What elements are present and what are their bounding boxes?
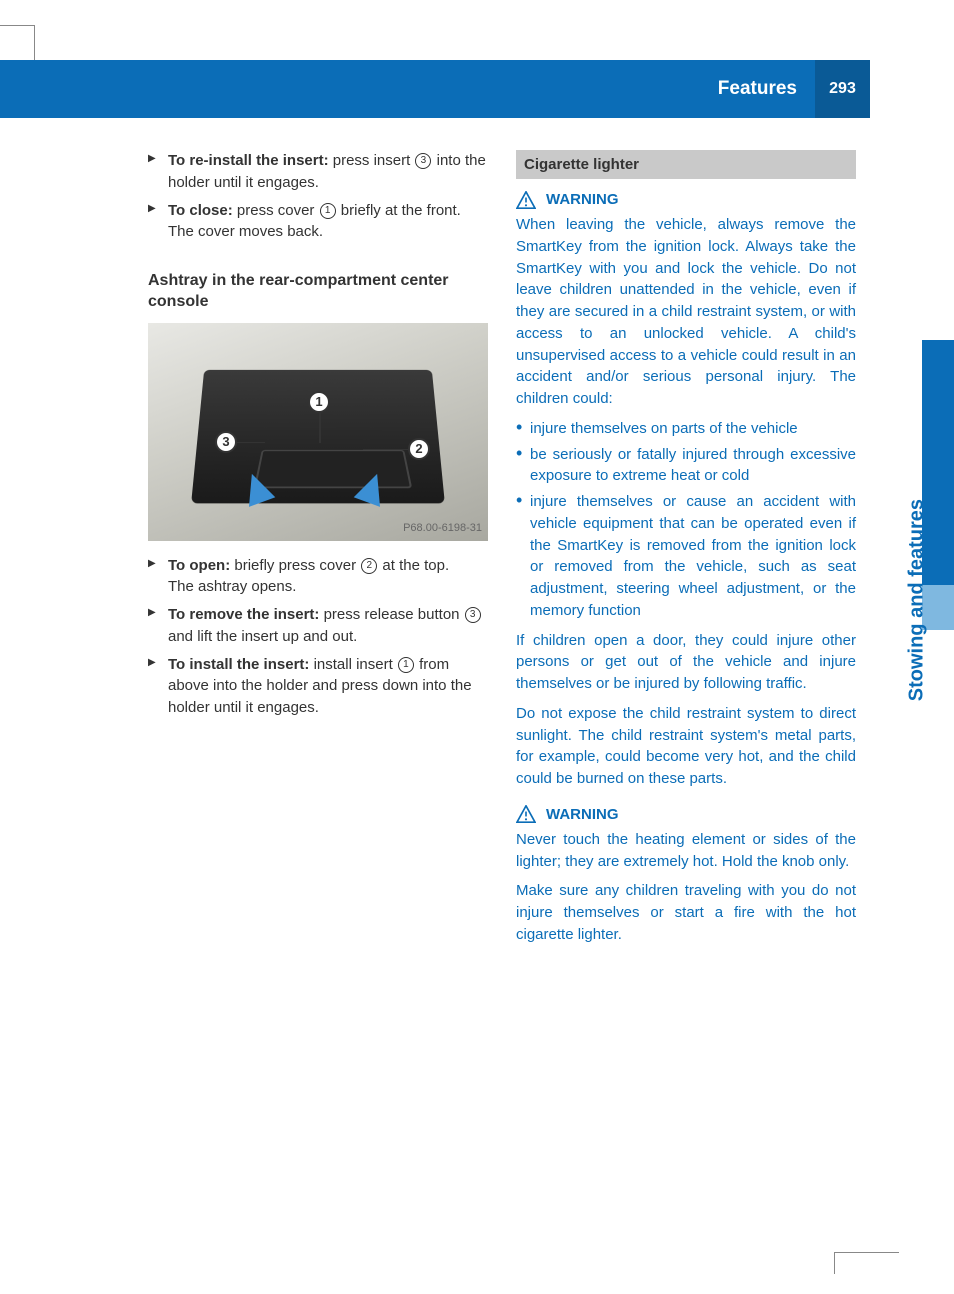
page-header: Features 293: [0, 60, 870, 118]
side-label: Stowing and features: [902, 499, 930, 701]
warn-bullet: be seriously or fatally injured through …: [516, 444, 856, 488]
callout-2: 2: [408, 438, 430, 460]
right-column: Cigarette lighter WARNING When leaving t…: [516, 150, 856, 954]
step-text: install insert: [309, 656, 397, 673]
callout-line: [237, 442, 265, 444]
left-column: To re-install the insert: press insert 3…: [148, 150, 488, 954]
figure-id: P68.00-6198-31: [403, 521, 482, 536]
step-label: To re-install the insert:: [168, 152, 329, 169]
step-text: press release button: [319, 606, 463, 623]
step-install: To install the insert: install insert 1 …: [148, 654, 488, 719]
ref-1: 1: [320, 203, 336, 219]
warning2-p1: Never touch the heating element or sides…: [516, 829, 856, 873]
page-number: 293: [815, 60, 870, 118]
subheading-ashtray: Ashtray in the rear-compartment center c…: [148, 271, 488, 313]
step-open: To open: briefly press cover 2 at the to…: [148, 555, 488, 599]
ref-1: 1: [398, 657, 414, 673]
callout-line: [319, 413, 321, 443]
warning-heading: WARNING: [516, 804, 856, 825]
ref-3: 3: [465, 607, 481, 623]
warning-p3: Do not expose the child restraint system…: [516, 703, 856, 790]
figure-ashtray: 1 3 2 P68.00-6198-31: [148, 323, 488, 541]
callout-3: 3: [215, 431, 237, 453]
warning-label: WARNING: [546, 804, 619, 825]
corner-mark-tl: [0, 25, 35, 60]
warn-bullet: injure themselves on parts of the vehicl…: [516, 418, 856, 440]
warning-p2: If children open a door, they could inju…: [516, 630, 856, 695]
warning-icon: [516, 805, 536, 823]
callout-1: 1: [308, 391, 330, 413]
ref-2: 2: [361, 558, 377, 574]
header-title: Features: [718, 76, 797, 103]
warning-heading: WARNING: [516, 189, 856, 210]
step-text: briefly press cover: [230, 557, 360, 574]
step-label: To install the insert:: [168, 656, 309, 673]
steps-bottom: To open: briefly press cover 2 at the to…: [148, 555, 488, 719]
step-tail: briefly at the front.: [337, 202, 461, 219]
step-text: press cover: [233, 202, 319, 219]
warning-bullets: injure themselves on parts of the vehicl…: [516, 418, 856, 622]
warning2-p2: Make sure any children traveling with yo…: [516, 880, 856, 945]
step-remove: To remove the insert: press release butt…: [148, 604, 488, 648]
warn-bullet: injure themselves or cause an accident w…: [516, 491, 856, 622]
step-label: To close:: [168, 202, 233, 219]
corner-mark-br: [834, 1252, 899, 1274]
warning-label: WARNING: [546, 189, 619, 210]
step-tail: at the top.: [378, 557, 449, 574]
content-area: To re-install the insert: press insert 3…: [148, 150, 858, 954]
section-title: Cigarette lighter: [516, 150, 856, 179]
step-tail: and lift the insert up and out.: [168, 628, 357, 645]
step-text: press insert: [329, 152, 415, 169]
step-cont: The cover moves back.: [168, 221, 488, 243]
step-close: To close: press cover 1 briefly at the f…: [148, 200, 488, 244]
ref-3: 3: [415, 153, 431, 169]
warning-icon: [516, 191, 536, 209]
warning-p1: When leaving the vehicle, always remove …: [516, 214, 856, 410]
step-label: To remove the insert:: [168, 606, 319, 623]
callout-line: [363, 449, 409, 451]
step-reinstall: To re-install the insert: press insert 3…: [148, 150, 488, 194]
steps-top: To re-install the insert: press insert 3…: [148, 150, 488, 243]
step-cont: The ashtray opens.: [168, 576, 488, 598]
step-label: To open:: [168, 557, 230, 574]
